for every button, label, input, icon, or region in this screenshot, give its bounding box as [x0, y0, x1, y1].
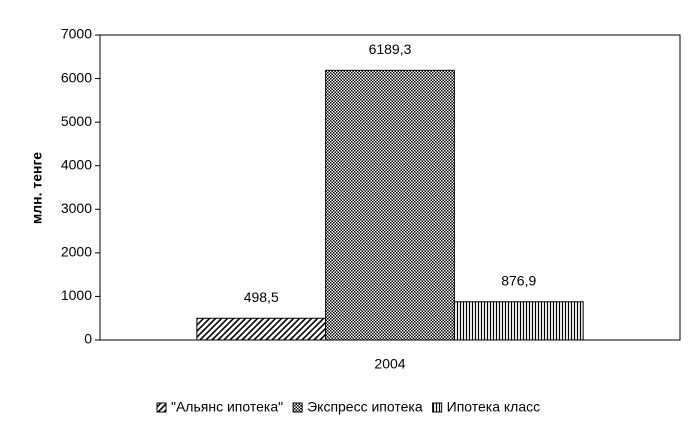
legend-swatch — [432, 402, 443, 413]
bar — [453, 301, 584, 341]
bar — [196, 317, 327, 341]
legend-label: Экспресс ипотека — [307, 399, 423, 415]
y-tick-label: 5000 — [61, 113, 92, 129]
data-label: 6189,3 — [369, 41, 412, 57]
legend-swatch — [156, 402, 167, 413]
y-tick-label: 0 — [84, 331, 92, 347]
y-tick-label: 3000 — [61, 200, 92, 216]
legend-label: Ипотека класс — [447, 399, 541, 415]
data-label: 876,9 — [501, 272, 536, 288]
y-tick-label: 6000 — [61, 69, 92, 85]
y-tick-label: 1000 — [61, 287, 92, 303]
x-tick-label: 2004 — [374, 356, 405, 372]
y-tick-label: 7000 — [61, 26, 92, 42]
y-tick-label: 2000 — [61, 244, 92, 260]
y-axis-title: млн. тенге — [29, 152, 45, 224]
y-tick-label: 4000 — [61, 156, 92, 172]
legend-swatch — [292, 402, 303, 413]
bar — [325, 69, 455, 341]
data-label: 498,5 — [244, 289, 279, 305]
legend-label: "Альянс ипотека" — [171, 399, 283, 415]
